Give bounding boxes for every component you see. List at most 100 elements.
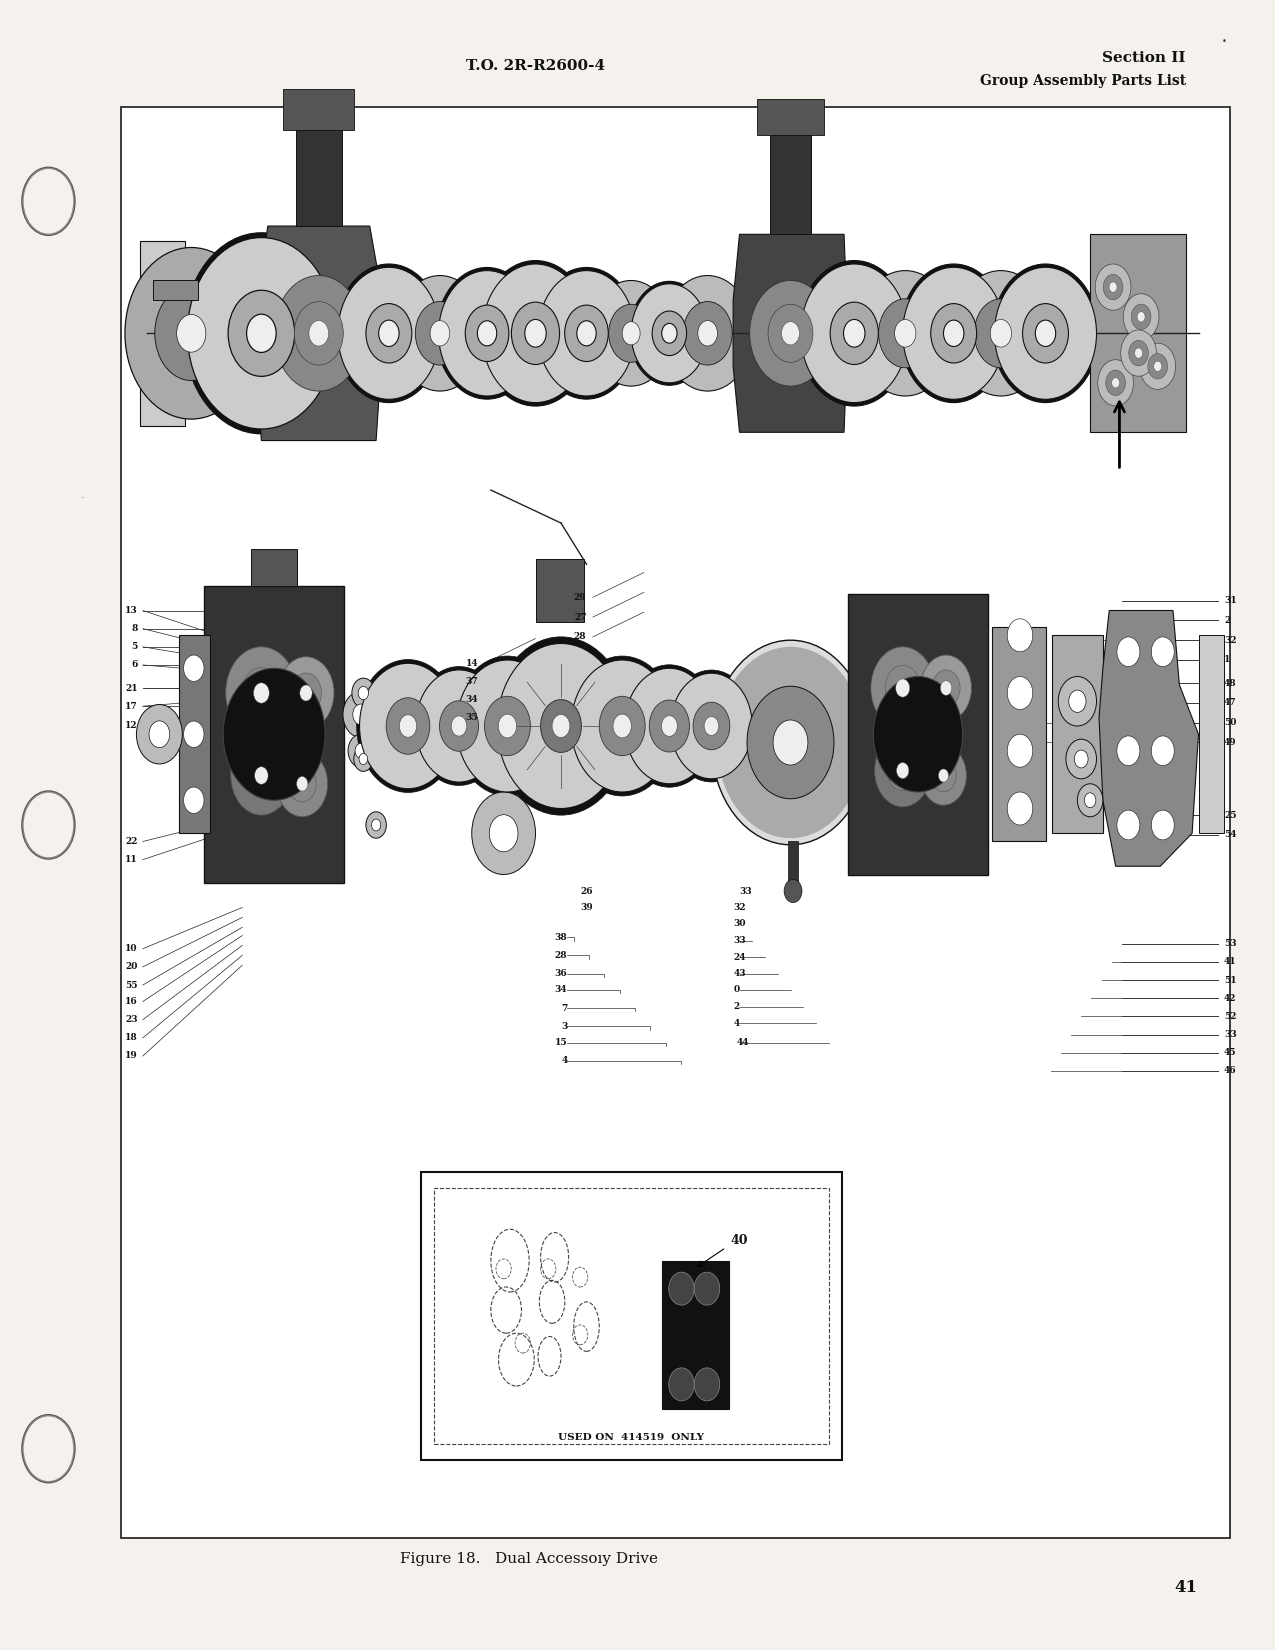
Circle shape [1117, 810, 1140, 840]
Circle shape [184, 233, 339, 434]
Circle shape [599, 696, 645, 756]
Text: 47: 47 [1224, 698, 1237, 708]
Circle shape [895, 320, 915, 346]
Circle shape [668, 1272, 694, 1305]
Bar [121, 107, 1230, 1538]
Circle shape [1140, 343, 1176, 389]
Text: 33: 33 [1224, 1030, 1237, 1040]
Text: 33: 33 [740, 886, 752, 896]
Circle shape [711, 640, 870, 845]
Polygon shape [255, 226, 382, 441]
Circle shape [974, 299, 1028, 368]
Text: 24: 24 [733, 952, 746, 962]
Text: 45: 45 [1224, 1048, 1237, 1058]
Bar [434, 1188, 829, 1444]
Text: 48: 48 [1224, 678, 1237, 688]
Text: 38: 38 [555, 932, 567, 942]
Circle shape [663, 276, 752, 391]
Circle shape [228, 290, 295, 376]
Circle shape [1007, 676, 1033, 710]
Circle shape [223, 668, 325, 800]
Circle shape [921, 655, 972, 721]
Circle shape [416, 670, 502, 782]
Text: 16: 16 [125, 997, 138, 1006]
Circle shape [1117, 736, 1140, 766]
Text: 34: 34 [465, 695, 478, 705]
Circle shape [348, 734, 374, 767]
Circle shape [454, 657, 561, 795]
Circle shape [1151, 736, 1174, 766]
Text: 34: 34 [555, 985, 567, 995]
Circle shape [830, 302, 878, 365]
Circle shape [511, 302, 560, 365]
Circle shape [768, 304, 813, 363]
Text: 53: 53 [1224, 939, 1237, 949]
Circle shape [1095, 264, 1131, 310]
Circle shape [472, 792, 536, 875]
Text: 2: 2 [1224, 615, 1230, 625]
Circle shape [629, 280, 709, 384]
Circle shape [309, 320, 329, 346]
Text: 6: 6 [131, 660, 138, 670]
Circle shape [921, 746, 966, 805]
Circle shape [668, 670, 755, 782]
Circle shape [773, 719, 808, 766]
Circle shape [335, 264, 442, 403]
Text: 3: 3 [561, 1021, 567, 1031]
Text: 28: 28 [574, 632, 586, 642]
Text: 15: 15 [555, 1038, 567, 1048]
Circle shape [23, 168, 74, 234]
Circle shape [1117, 637, 1140, 667]
Circle shape [465, 305, 509, 361]
Text: 21: 21 [125, 683, 138, 693]
Circle shape [671, 673, 752, 779]
Text: 25: 25 [1224, 810, 1237, 820]
Text: Figure 18.   Dual Accessoıy Drive: Figure 18. Dual Accessoıy Drive [400, 1553, 658, 1566]
Circle shape [1151, 810, 1174, 840]
Circle shape [1105, 370, 1126, 396]
Circle shape [1007, 734, 1033, 767]
Bar [128, 520, 1224, 1229]
Circle shape [1135, 348, 1142, 358]
Text: 1: 1 [1224, 655, 1230, 665]
Text: 7: 7 [561, 1003, 567, 1013]
Circle shape [903, 267, 1005, 399]
Circle shape [1007, 619, 1033, 652]
Circle shape [694, 703, 729, 749]
Bar [1198, 635, 1224, 833]
Text: 43: 43 [733, 969, 746, 978]
Circle shape [590, 280, 672, 386]
Circle shape [694, 1368, 719, 1401]
Circle shape [801, 264, 908, 403]
Circle shape [536, 267, 638, 399]
Circle shape [944, 320, 964, 346]
Text: 39: 39 [580, 903, 593, 912]
Text: 40: 40 [731, 1234, 747, 1247]
Circle shape [277, 751, 328, 817]
Circle shape [991, 320, 1011, 346]
Text: USED ON  414519  ONLY: USED ON 414519 ONLY [558, 1432, 704, 1442]
Circle shape [1112, 378, 1119, 388]
Text: 18: 18 [125, 1033, 138, 1043]
Bar [128, 132, 1224, 511]
Bar [770, 135, 811, 234]
Circle shape [625, 668, 714, 784]
Circle shape [366, 812, 386, 838]
Text: 44: 44 [737, 1038, 750, 1048]
Circle shape [184, 787, 204, 813]
Circle shape [430, 320, 450, 346]
Text: 4: 4 [733, 1018, 740, 1028]
Bar [251, 549, 297, 586]
Circle shape [154, 285, 228, 381]
Circle shape [1058, 676, 1096, 726]
Circle shape [353, 746, 372, 771]
Bar [1052, 635, 1103, 833]
Circle shape [694, 1272, 719, 1305]
Circle shape [149, 721, 170, 747]
Circle shape [622, 322, 640, 345]
Circle shape [750, 280, 831, 386]
Circle shape [541, 700, 581, 752]
Bar [204, 586, 344, 883]
Circle shape [1075, 751, 1088, 767]
Text: 49: 49 [1224, 738, 1237, 747]
